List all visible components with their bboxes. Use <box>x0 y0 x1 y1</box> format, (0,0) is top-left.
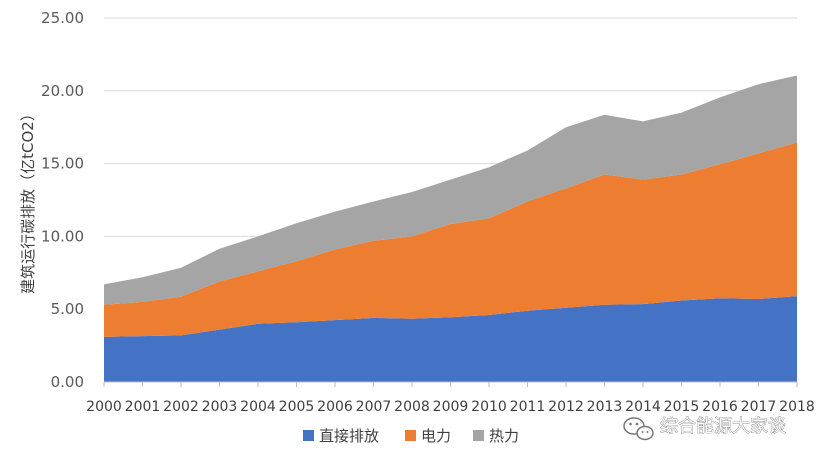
axes <box>103 381 798 387</box>
area-series-1 <box>104 142 797 337</box>
area-series-0 <box>104 296 797 382</box>
y-axis-label: 建筑运行碳排放（亿tCO2） <box>19 106 37 294</box>
x-tick-label: 2016 <box>702 399 738 415</box>
legend: 直接排放 电力 热力 <box>303 427 519 445</box>
x-tick-label: 2005 <box>279 399 315 415</box>
x-tick-label: 2013 <box>587 399 623 415</box>
area-series-2 <box>104 75 797 305</box>
legend-swatch-0 <box>303 430 314 441</box>
x-tick-label: 2004 <box>240 399 276 415</box>
x-tick-label: 2015 <box>664 399 700 415</box>
y-tick-label: 0.00 <box>51 373 84 391</box>
watermark-text: 综合能源大家谈 <box>660 416 786 437</box>
x-tick-label: 2006 <box>317 399 353 415</box>
y-tick-label: 20.00 <box>41 82 84 100</box>
legend-label-2: 热力 <box>489 427 519 445</box>
x-tick-label: 2018 <box>779 399 815 415</box>
x-tick-label: 2012 <box>548 399 584 415</box>
x-tick-label: 2008 <box>394 399 430 415</box>
x-tick-label: 2000 <box>86 399 122 415</box>
legend-label-0: 直接排放 <box>319 427 379 445</box>
x-tick-label: 2009 <box>433 399 469 415</box>
watermark: 综合能源大家谈 <box>623 416 786 441</box>
y-tick-label: 10.00 <box>41 227 84 245</box>
x-tick-label: 2002 <box>163 399 199 415</box>
legend-swatch-1 <box>405 430 416 441</box>
legend-swatch-2 <box>473 430 484 441</box>
y-tick-labels: 0.00 5.00 10.00 15.00 20.00 25.00 <box>41 9 84 391</box>
x-tick-labels: 2000 2001 2002 2003 2004 2005 2006 2007 2008 2009… <box>86 399 815 415</box>
y-tick-label: 5.00 <box>51 300 84 318</box>
wechat-icon <box>623 417 654 441</box>
x-tick-label: 2017 <box>741 399 777 415</box>
x-tick-label: 2010 <box>471 399 507 415</box>
x-tick-label: 2001 <box>125 399 161 415</box>
legend-label-1: 电力 <box>421 427 451 445</box>
x-tick-label: 2011 <box>510 399 546 415</box>
area-series <box>104 75 797 382</box>
x-tick-label: 2007 <box>356 399 392 415</box>
y-tick-label: 15.00 <box>41 155 84 173</box>
x-tick-label: 2014 <box>625 399 661 415</box>
x-tick-label: 2003 <box>202 399 238 415</box>
y-tick-label: 25.00 <box>41 9 84 27</box>
